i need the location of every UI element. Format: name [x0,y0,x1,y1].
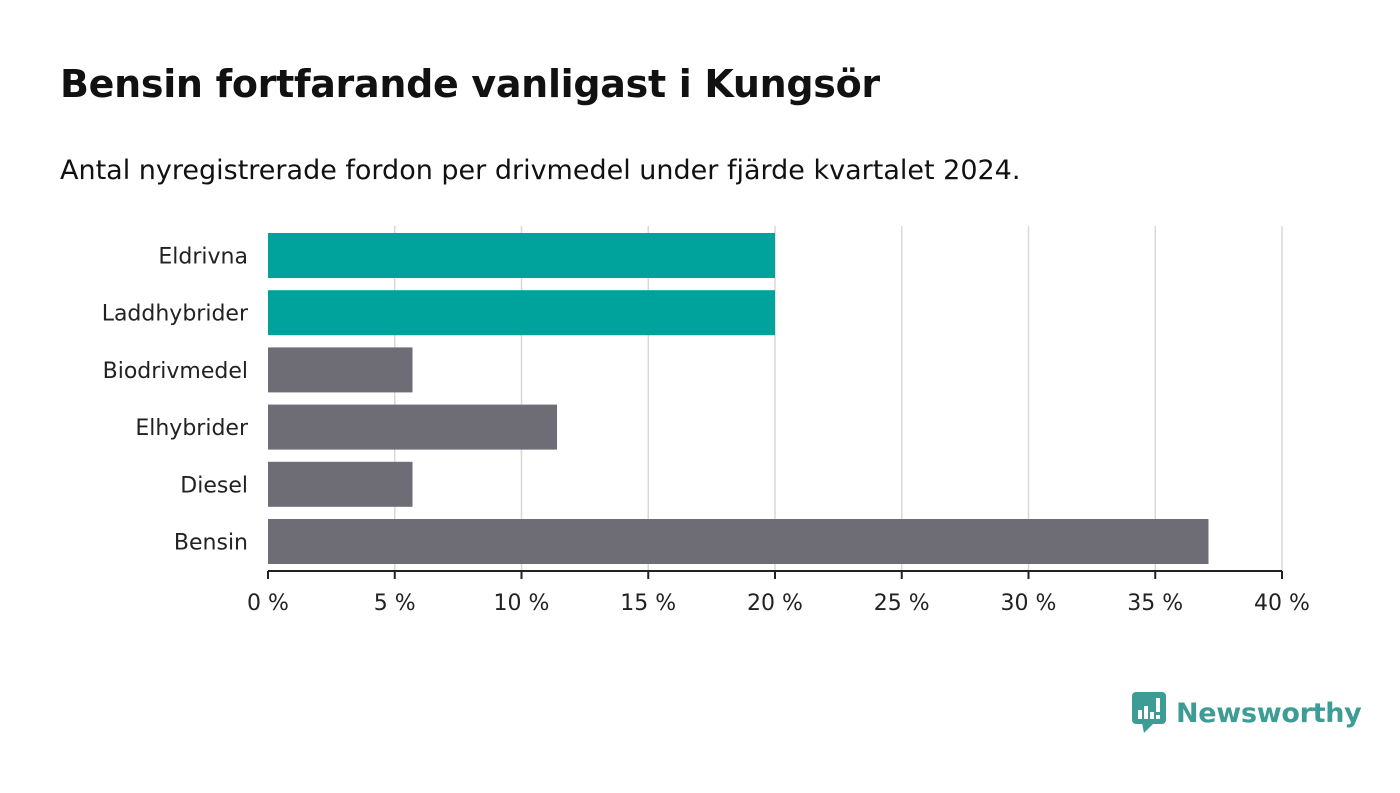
x-tick-label: 0 % [247,591,289,616]
x-tick-label: 15 % [620,591,676,616]
bar-eldrivna [268,233,775,278]
x-tick-label: 40 % [1254,591,1310,616]
category-label: Bensin [174,531,248,556]
gridlines [394,226,1283,571]
x-tick-label: 30 % [1001,591,1057,616]
bar-biodrivmedel [268,347,413,393]
bar-bensin [268,519,1209,564]
chart-subtitle: Antal nyregistrerade fordon per drivmede… [60,155,1021,186]
x-axis: 0 % 5 % 10 % 15 % 20 % 25 % 30 % 35 % 40 % [247,570,1310,616]
bars [268,233,1209,564]
x-tick-label: 5 % [374,591,416,616]
brand-name: Newsworthy [1176,697,1362,729]
x-tick-label: 10 % [494,591,550,616]
category-label: Diesel [180,473,248,498]
bar-diesel [268,461,413,507]
x-tick-label: 20 % [747,591,803,616]
newsworthy-logo-icon [1132,692,1166,733]
category-label: Elhybrider [135,416,249,441]
category-labels: Eldrivna Laddhybrider Biodrivmedel Elhybrid… [102,245,249,556]
category-label: Biodrivmedel [103,359,248,384]
bar-laddhybrider [268,290,775,336]
bar-elhybrider [268,404,557,450]
category-label: Laddhybrider [102,302,249,327]
x-tick-label: 25 % [874,591,930,616]
x-tick-label: 35 % [1127,591,1183,616]
newsworthy-logo: Newsworthy [1132,692,1362,734]
chart-title: Bensin fortfarande vanligast i Kungsör [60,62,880,106]
category-label: Eldrivna [158,245,248,270]
